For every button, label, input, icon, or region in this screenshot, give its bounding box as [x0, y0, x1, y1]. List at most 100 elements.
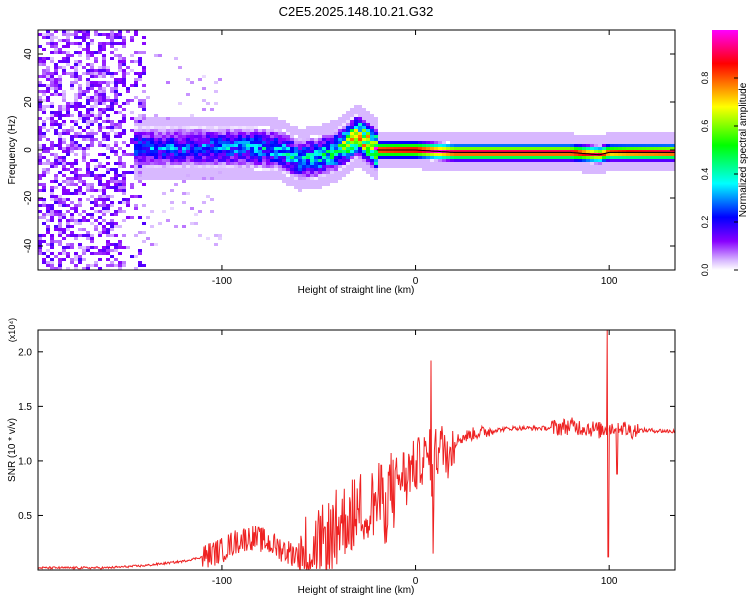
spectrogram-cell	[458, 162, 462, 165]
spectrogram-cell	[94, 69, 98, 72]
spectrogram-cell	[54, 156, 58, 159]
spectrogram-cell	[306, 174, 310, 177]
spectrogram-cell	[642, 135, 646, 138]
spectrogram-cell	[98, 81, 102, 84]
spectrogram-cell	[562, 153, 566, 156]
spectrogram-cell	[218, 171, 222, 174]
spectrogram-cell	[166, 132, 170, 135]
spectrogram-cell	[122, 84, 126, 87]
spectrogram-cell	[122, 120, 126, 123]
spectrogram-cell	[214, 243, 218, 246]
spectrogram-cell	[626, 144, 630, 147]
spectrogram-cell	[118, 78, 122, 81]
spectrogram-cell	[202, 153, 206, 156]
spectrogram-cell	[646, 138, 650, 141]
spectrogram-cell	[438, 153, 442, 156]
spectrogram-cell	[298, 180, 302, 183]
spectrogram-cell	[358, 165, 362, 168]
spectrogram-cell	[270, 138, 274, 141]
spectrogram-cell	[194, 132, 198, 135]
spectrogram-cell	[82, 180, 86, 183]
spectrogram-cell	[358, 126, 362, 129]
spectrogram-cell	[158, 162, 162, 165]
spectrogram-cell	[398, 138, 402, 141]
spectrogram-cell	[98, 231, 102, 234]
spectrogram-cell	[78, 201, 82, 204]
spectrogram-cell	[42, 174, 46, 177]
spectrogram-cell	[518, 153, 522, 156]
spectrogram-cell	[202, 201, 206, 204]
spectrogram-cell	[382, 156, 386, 159]
spectrogram-cell	[666, 132, 670, 135]
spectrogram-cell	[154, 153, 158, 156]
spectrogram-cell	[498, 135, 502, 138]
spectrogram-cell	[106, 156, 110, 159]
spectrogram-cell	[74, 177, 78, 180]
spectrogram-cell	[238, 174, 242, 177]
spectrogram-cell	[366, 126, 370, 129]
spectrogram-cell	[122, 171, 126, 174]
spectrogram-cell	[218, 237, 222, 240]
spectrogram-cell	[222, 147, 226, 150]
spectrogram-cell	[74, 102, 78, 105]
spectrogram-cell	[94, 174, 98, 177]
spectrogram-cell	[334, 180, 338, 183]
spectrogram-cell	[78, 36, 82, 39]
spectrogram-cell	[162, 174, 166, 177]
spectrogram-cell	[318, 183, 322, 186]
spectrogram-cell	[522, 135, 526, 138]
spectrogram-cell	[350, 168, 354, 171]
spectrogram-cell	[658, 132, 662, 135]
spectrogram-cell	[50, 33, 54, 36]
spectrogram-cell	[66, 243, 70, 246]
spectrogram-cell	[374, 120, 378, 123]
spectrogram-cell	[62, 114, 66, 117]
spectrogram-cell	[314, 186, 318, 189]
spectrogram-cell	[86, 249, 90, 252]
spectrogram-cell	[78, 30, 82, 33]
spectrogram-cell	[194, 141, 198, 144]
spectrogram-cell	[58, 198, 62, 201]
spectrogram-cell	[390, 153, 394, 156]
spectrogram-cell	[246, 123, 250, 126]
spectrogram-cell	[130, 99, 134, 102]
spectrogram-cell	[582, 171, 586, 174]
spectrogram-cell	[422, 168, 426, 171]
spectrogram-cell	[174, 171, 178, 174]
spectrogram-cell	[290, 129, 294, 132]
spectrogram-cell	[526, 162, 530, 165]
spectrogram-cell	[210, 198, 214, 201]
spectrogram-cell	[538, 153, 542, 156]
spectrogram-cell	[190, 207, 194, 210]
spectrogram-cell	[66, 204, 70, 207]
spectrogram-cell	[642, 162, 646, 165]
spectrogram-cell	[134, 72, 138, 75]
spectrogram-cell	[70, 129, 74, 132]
spectrogram-cell	[74, 237, 78, 240]
spectrogram-cell	[230, 141, 234, 144]
spectrogram-cell	[250, 177, 254, 180]
spectrogram-cell	[394, 132, 398, 135]
spectrogram-cell	[442, 162, 446, 165]
spectrogram-cell	[350, 114, 354, 117]
spectrogram-cell	[202, 120, 206, 123]
spectrogram-cell	[298, 132, 302, 135]
spectrogram-cell	[322, 138, 326, 141]
spectrogram-cell	[146, 150, 150, 153]
spectrogram-cell	[114, 78, 118, 81]
spectrogram-cell	[574, 162, 578, 165]
spectrogram-cell	[90, 174, 94, 177]
spectrogram-cell	[194, 153, 198, 156]
spectrogram-cell	[170, 189, 174, 192]
spectrogram-cell	[450, 138, 454, 141]
spectrogram-cell	[182, 162, 186, 165]
spectrogram-cell	[386, 141, 390, 144]
spectrogram-cell	[130, 171, 134, 174]
spectrogram-cell	[70, 219, 74, 222]
spectrogram-cell	[306, 183, 310, 186]
spectrogram-cell	[550, 159, 554, 162]
spectrogram-cell	[202, 123, 206, 126]
spectrogram-cell	[114, 141, 118, 144]
spectrogram-cell	[50, 36, 54, 39]
spectrogram-cell	[350, 132, 354, 135]
